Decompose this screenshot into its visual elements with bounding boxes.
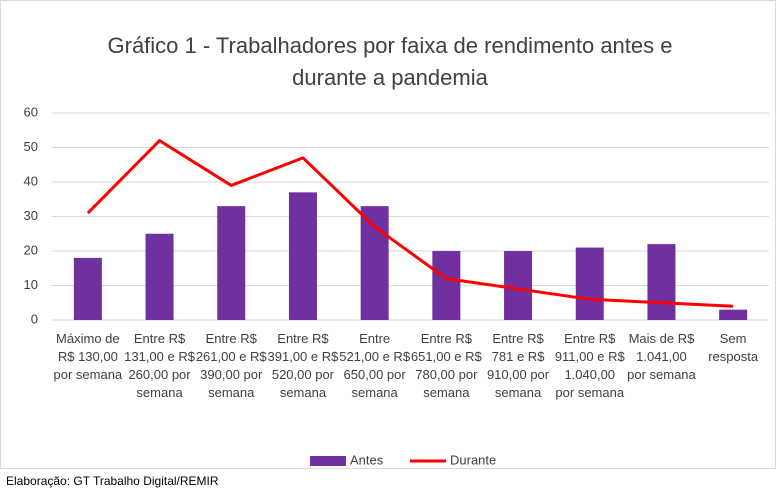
x-tick-label: Entre 521,00 e R$ 650,00 por semana	[339, 331, 411, 400]
x-tick-label: Entre R$ 651,00 e R$ 780,00 por semana	[410, 331, 482, 400]
bar	[504, 251, 533, 320]
bar	[145, 233, 174, 320]
x-tick-label: Entre R$ 391,00 e R$ 520,00 por semana	[267, 331, 339, 400]
y-tick-label: 0	[31, 311, 38, 326]
y-tick-label: 20	[24, 242, 38, 257]
chart-title: Gráfico 1 - Trabalhadores por faixa de r…	[107, 33, 673, 90]
source-note: Elaboração: GT Trabalho Digital/REMIR	[6, 474, 219, 488]
bar	[432, 251, 461, 320]
y-tick-label: 60	[24, 104, 38, 119]
bar	[217, 206, 246, 320]
legend-swatch	[310, 456, 346, 466]
bar	[647, 244, 676, 320]
x-tick-label: Mais de R$ 1.041,00 por semana	[627, 331, 696, 382]
x-tick-label: Entre R$ 261,00 e R$ 390,00 por semana	[195, 331, 267, 400]
y-tick-label: 40	[24, 173, 38, 188]
line-series	[86, 139, 734, 308]
x-tick-label: Entre R$ 781 e R$ 910,00 por semana	[486, 331, 550, 400]
x-tick-label: Sem resposta	[708, 331, 759, 364]
bar	[360, 206, 389, 320]
legend-label: Durante	[450, 452, 496, 467]
y-tick-label: 10	[24, 277, 38, 292]
x-tick-label: Entre R$ 911,00 e R$ 1.040,00 por semana	[554, 331, 625, 400]
bar	[288, 192, 317, 320]
x-tick-label: Entre R$ 131,00 e R$ 260,00 por semana	[124, 331, 195, 400]
legend-label: Antes	[350, 452, 384, 467]
bar	[73, 257, 102, 320]
bar	[575, 247, 604, 320]
y-tick-label: 30	[24, 208, 38, 223]
x-tick-label: Máximo de R$ 130,00 por semana	[53, 331, 123, 382]
y-tick-label: 50	[24, 139, 38, 154]
bar	[719, 309, 748, 320]
